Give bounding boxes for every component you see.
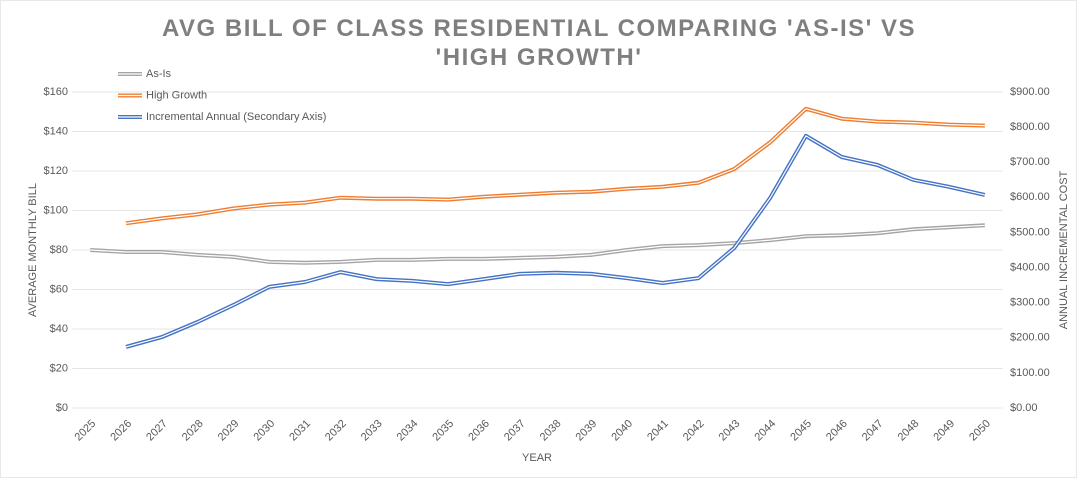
x-tick-label: 2025	[73, 418, 99, 444]
y2-tick-label: $900.00	[1010, 86, 1050, 98]
x-tick-label: 2044	[752, 418, 778, 444]
y2-tick-label: $800.00	[1010, 121, 1050, 133]
y2-tick-label: $200.00	[1010, 332, 1050, 344]
y2-tick-label: $500.00	[1010, 226, 1050, 238]
y-tick-label: $40	[50, 323, 68, 335]
series-line	[125, 133, 986, 349]
x-tick-label: 2036	[466, 418, 492, 444]
x-tick-label: 2030	[251, 418, 277, 444]
y-tick-label: $140	[44, 125, 68, 137]
y2-tick-label: $600.00	[1010, 191, 1050, 203]
y-tick-label: $20	[50, 362, 68, 374]
x-tick-label: 2027	[144, 418, 170, 444]
y2-axis-label: ANNUAL INCREMENTAL COST	[1058, 170, 1070, 329]
x-tick-label: 2028	[180, 418, 206, 444]
x-tick-label: 2037	[502, 418, 528, 444]
y2-tick-label: $400.00	[1010, 261, 1050, 273]
series-line-inner	[125, 108, 985, 224]
x-tick-label: 2039	[574, 418, 600, 444]
y-tick-label: $0	[56, 402, 68, 414]
x-tick-label: 2046	[824, 418, 850, 444]
x-tick-label: 2041	[645, 418, 671, 444]
legend-label: Incremental Annual (Secondary Axis)	[146, 111, 326, 123]
x-tick-label: 2026	[108, 418, 134, 444]
y-tick-label: $160	[44, 86, 68, 98]
x-tick-label: 2033	[359, 418, 385, 444]
x-tick-label: 2042	[681, 418, 707, 444]
y2-tick-label: $700.00	[1010, 156, 1050, 168]
x-tick-label: 2049	[931, 418, 957, 444]
legend-label: As-Is	[146, 68, 172, 80]
x-tick-label: 2035	[430, 418, 456, 444]
y2-tick-label: $100.00	[1010, 367, 1050, 379]
x-tick-label: 2034	[395, 418, 421, 444]
y-tick-label: $60	[50, 283, 68, 295]
x-tick-label: 2032	[323, 418, 349, 444]
x-axis-label: YEAR	[522, 452, 552, 464]
series-line-inner	[125, 135, 985, 348]
series-line-inner	[90, 224, 985, 264]
x-tick-label: 2038	[538, 418, 564, 444]
y-tick-label: $100	[44, 204, 68, 216]
x-tick-label: 2050	[967, 418, 993, 444]
x-tick-label: 2043	[717, 418, 743, 444]
x-tick-label: 2029	[216, 418, 242, 444]
y2-tick-label: $300.00	[1010, 297, 1050, 309]
x-tick-label: 2045	[788, 418, 814, 444]
x-tick-label: 2048	[896, 418, 922, 444]
chart-title: AVG BILL OF CLASS RESIDENTIAL COMPARING …	[161, 15, 917, 71]
x-tick-label: 2031	[287, 418, 313, 444]
y-tick-label: $80	[50, 244, 68, 256]
legend-label: High Growth	[146, 89, 207, 101]
x-tick-label: 2047	[860, 418, 886, 444]
y2-tick-label: $0.00	[1010, 402, 1038, 414]
y-tick-label: $120	[44, 165, 68, 177]
x-tick-label: 2040	[609, 418, 635, 444]
y-axis-label: AVERAGE MONTHLY BILL	[27, 183, 39, 317]
